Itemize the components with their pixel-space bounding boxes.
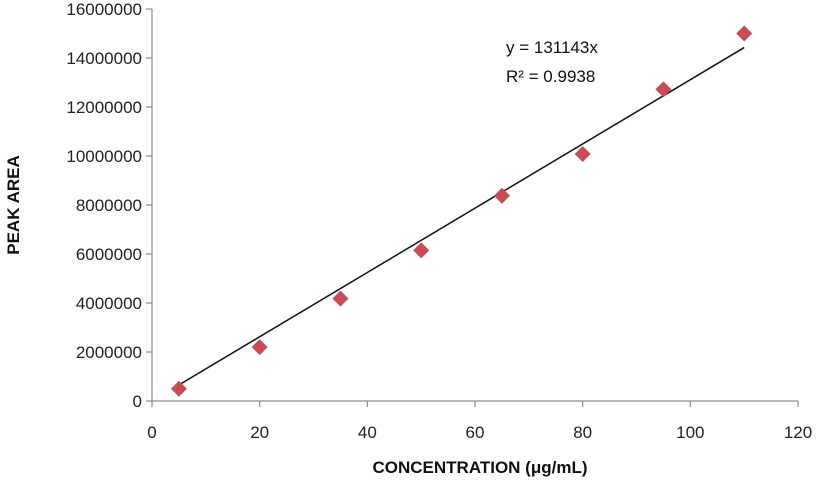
data-points xyxy=(170,25,753,397)
data-point xyxy=(332,290,349,307)
y-tick-label: 14000000 xyxy=(66,49,142,68)
trendline xyxy=(178,46,745,386)
y-tick-label: 4000000 xyxy=(76,294,142,313)
y-tick-label: 0 xyxy=(133,392,142,411)
x-tick-label: 40 xyxy=(358,423,377,442)
data-point xyxy=(493,187,510,204)
data-point xyxy=(413,242,430,259)
x-tick-label: 60 xyxy=(466,423,485,442)
x-axis-title: CONCENTRATION (μg/mL) xyxy=(372,458,587,477)
x-tick-label: 0 xyxy=(147,423,156,442)
data-point xyxy=(170,380,187,397)
y-tick-label: 6000000 xyxy=(76,245,142,264)
y-axis: 0 2000000 4000000 6000000 8000000 10000000 120… xyxy=(66,0,153,411)
equation-label: y = 131143x xyxy=(506,38,598,57)
r-squared-label: R² = 0.9938 xyxy=(506,67,595,86)
y-tick-label: 8000000 xyxy=(76,196,142,215)
data-point xyxy=(574,146,591,163)
y-tick-label: 12000000 xyxy=(66,98,142,117)
y-tick-label: 16000000 xyxy=(66,0,142,19)
data-point xyxy=(655,81,672,98)
trendline-layer xyxy=(178,46,745,386)
x-tick-label: 20 xyxy=(250,423,269,442)
x-axis: 0 20 40 60 80 100 120 xyxy=(147,400,812,442)
y-axis-title: PEAK AREA xyxy=(4,155,23,255)
y-tick-label: 2000000 xyxy=(76,343,142,362)
data-point xyxy=(736,25,753,42)
data-point xyxy=(251,339,268,356)
y-tick-label: 10000000 xyxy=(66,147,142,166)
x-tick-label: 80 xyxy=(573,423,592,442)
x-tick-label: 120 xyxy=(784,423,812,442)
x-tick-label: 100 xyxy=(676,423,704,442)
